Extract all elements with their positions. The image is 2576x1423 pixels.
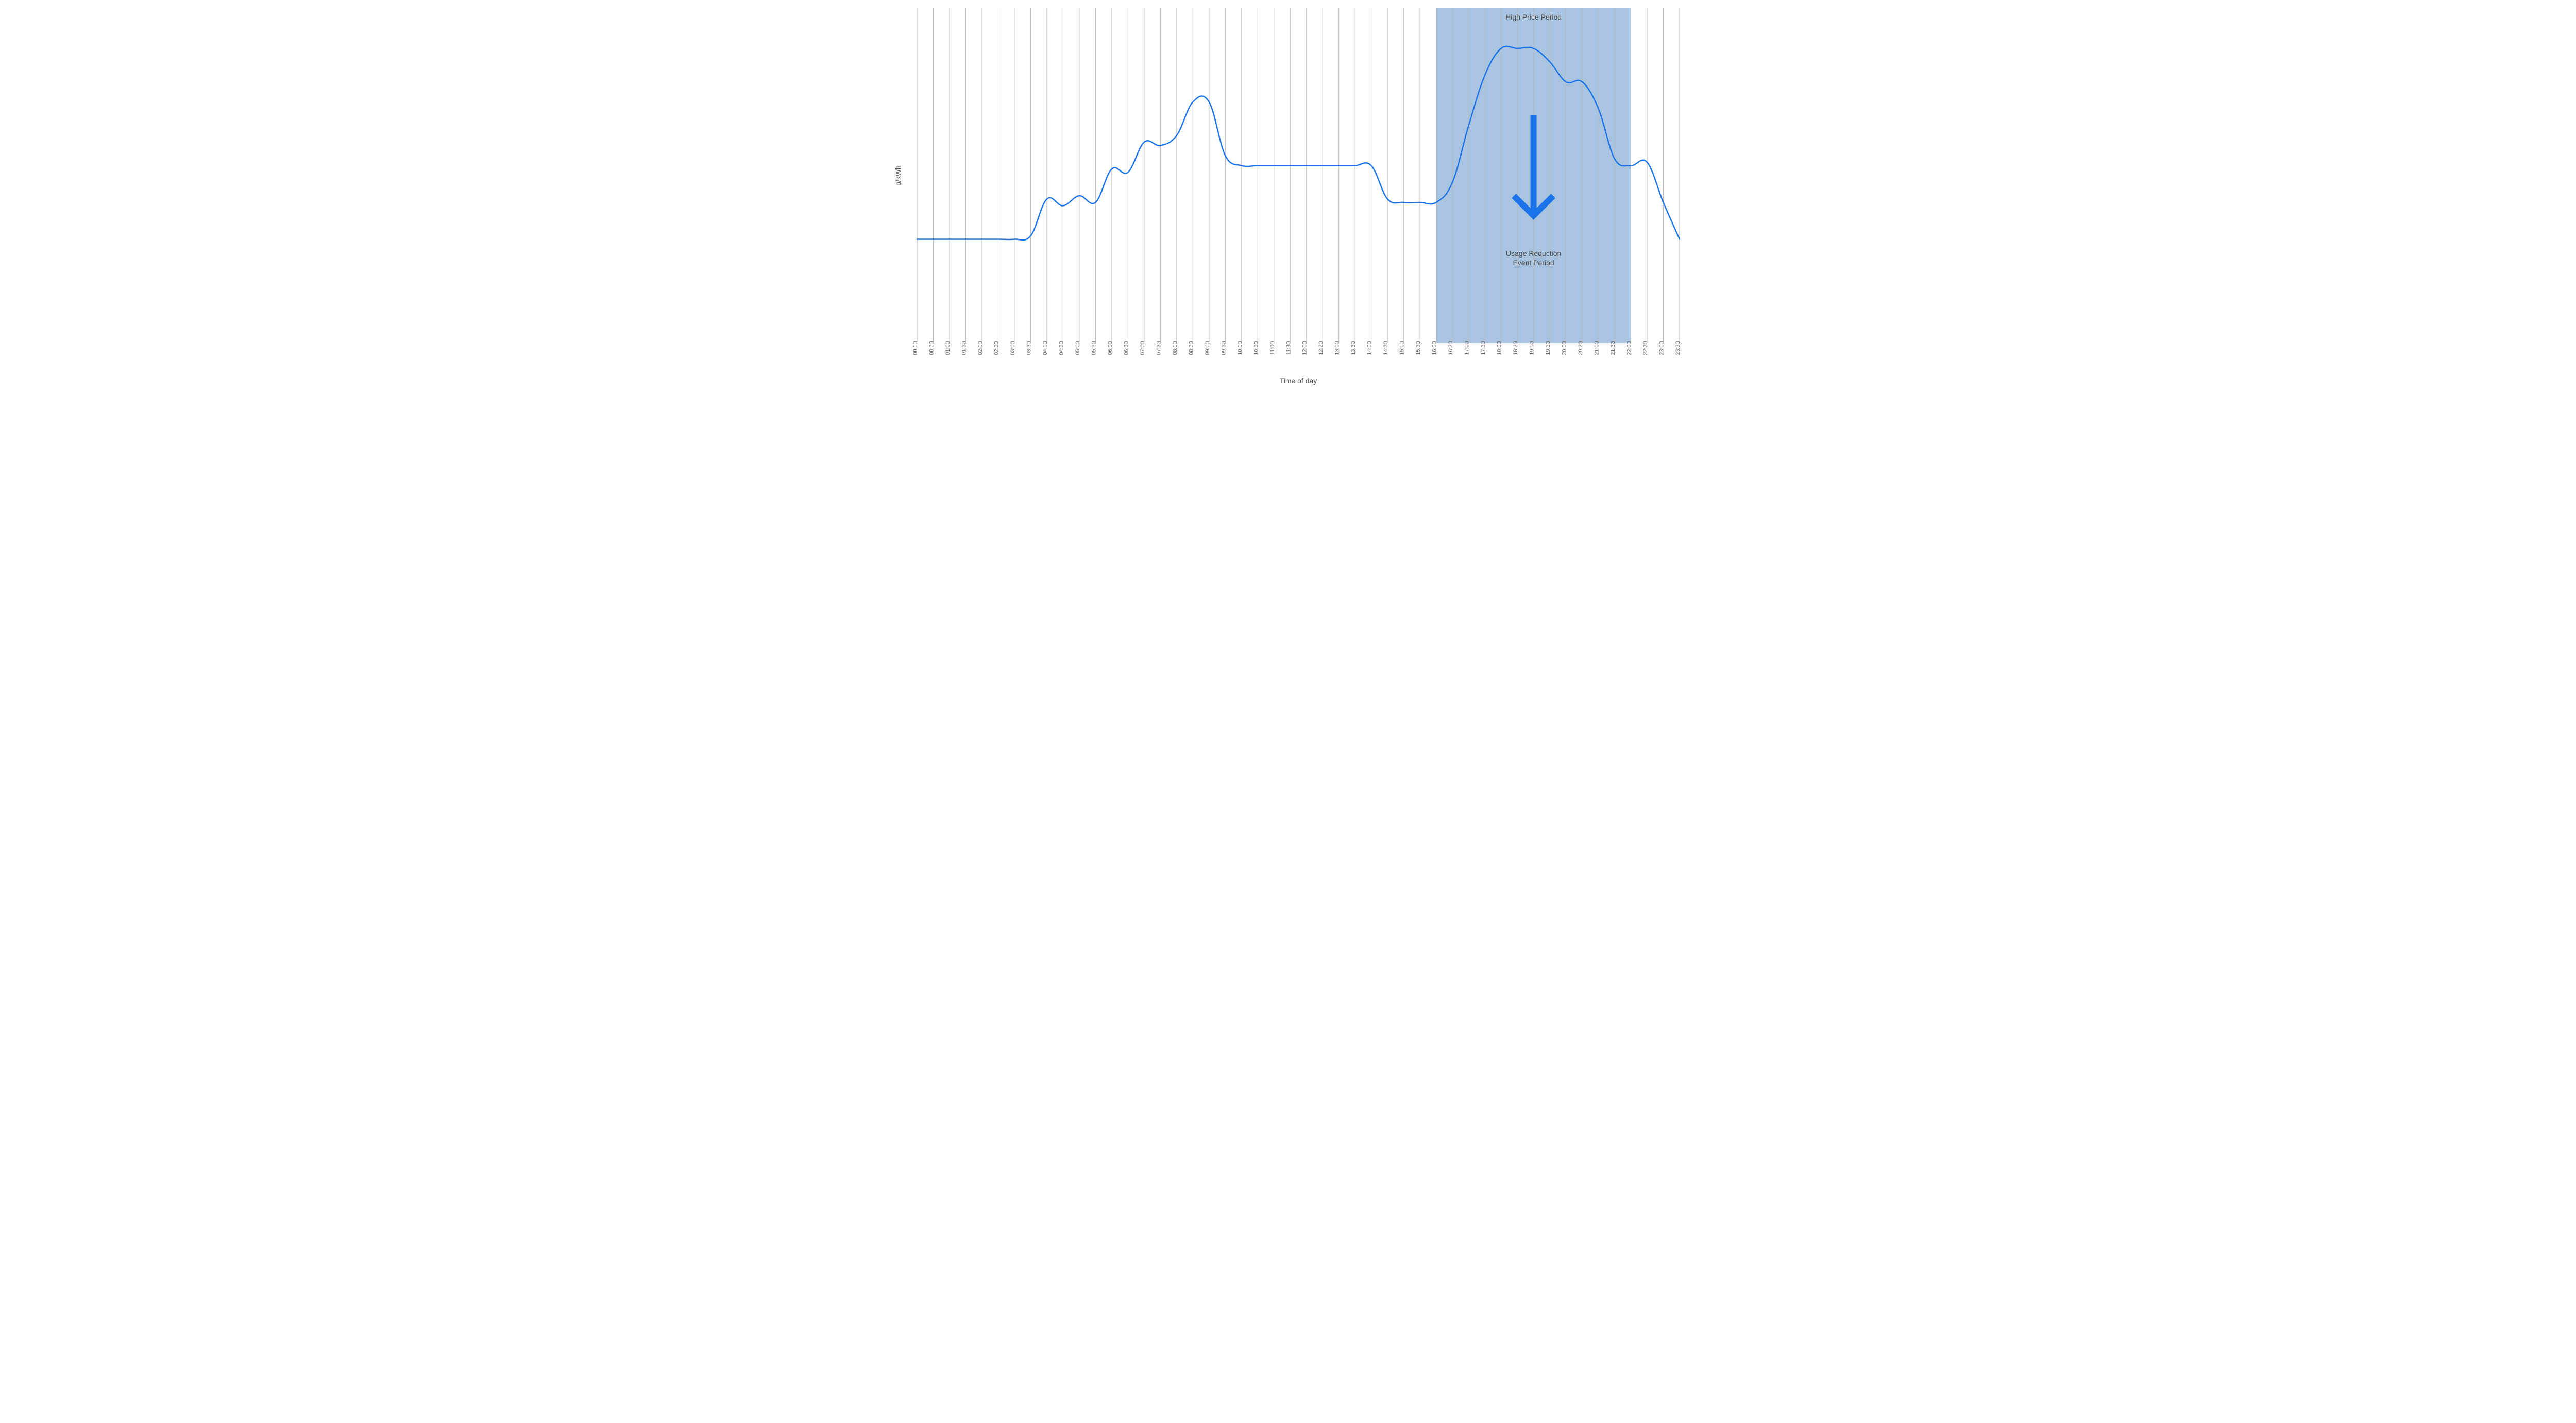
highlight-label-bottom-1: Usage Reduction xyxy=(1506,249,1561,258)
x-tick-label: 18:30 xyxy=(1513,341,1519,355)
x-tick-label: 14:00 xyxy=(1367,341,1373,355)
x-tick-label: 05:00 xyxy=(1075,341,1081,355)
chart-container: High Price Period Usage ReductionEvent Pe… xyxy=(891,0,1685,400)
x-tick-label: 12:30 xyxy=(1318,341,1324,355)
x-tick-label: 04:30 xyxy=(1058,341,1064,355)
x-tick-label: 03:00 xyxy=(1010,341,1016,355)
x-tick-label: 02:30 xyxy=(993,341,999,355)
x-tick-label: 23:00 xyxy=(1659,341,1665,355)
x-tick-label: 04:00 xyxy=(1042,341,1048,355)
x-tick-label: 23:30 xyxy=(1675,341,1681,355)
x-tick-label: 05:30 xyxy=(1091,341,1097,355)
x-tick-label: 09:30 xyxy=(1221,341,1227,355)
x-tick-label: 07:00 xyxy=(1140,341,1146,355)
highlight-label-bottom-2: Event Period xyxy=(1513,259,1554,267)
y-axis-title: p/kWh xyxy=(894,165,902,186)
x-tick-label: 12:00 xyxy=(1302,341,1308,355)
x-tick-label: 16:00 xyxy=(1432,341,1438,355)
x-tick-label: 17:00 xyxy=(1464,341,1470,355)
x-tick-label: 01:30 xyxy=(961,341,967,355)
x-tick-label: 17:30 xyxy=(1480,341,1486,355)
x-tick-label: 06:00 xyxy=(1107,341,1113,355)
x-tick-label: 19:30 xyxy=(1545,341,1551,355)
x-tick-label: 21:00 xyxy=(1594,341,1600,355)
x-tick-label: 10:00 xyxy=(1237,341,1243,355)
x-tick-label: 06:30 xyxy=(1123,341,1129,355)
x-tick-label: 08:00 xyxy=(1172,341,1178,355)
x-tick-label: 16:30 xyxy=(1448,341,1454,355)
x-tick-label: 09:00 xyxy=(1205,341,1211,355)
x-tick-label: 10:30 xyxy=(1253,341,1259,355)
x-tick-label: 22:30 xyxy=(1642,341,1649,355)
x-tick-label: 18:00 xyxy=(1497,341,1503,355)
x-tick-label: 13:30 xyxy=(1350,341,1357,355)
x-tick-label: 08:30 xyxy=(1188,341,1194,355)
x-tick-label: 07:30 xyxy=(1156,341,1162,355)
highlight-label-top: High Price Period xyxy=(1505,13,1562,21)
x-tick-label: 00:30 xyxy=(928,341,935,355)
x-tick-label: 02:00 xyxy=(977,341,984,355)
price-chart: High Price Period Usage ReductionEvent Pe… xyxy=(891,5,1685,389)
x-tick-label: 15:00 xyxy=(1399,341,1405,355)
x-tick-label: 20:00 xyxy=(1562,341,1568,355)
x-tick-label: 19:00 xyxy=(1529,341,1535,355)
x-tick-label: 15:30 xyxy=(1415,341,1421,355)
x-tick-label: 13:00 xyxy=(1334,341,1341,355)
x-tick-label: 14:30 xyxy=(1383,341,1389,355)
x-tick-label: 01:00 xyxy=(945,341,951,355)
x-tick-label: 21:30 xyxy=(1610,341,1616,355)
x-tick-label: 20:30 xyxy=(1578,341,1584,355)
x-tick-label: 03:30 xyxy=(1026,341,1032,355)
x-axis-title: Time of day xyxy=(1280,376,1317,385)
x-tick-label: 22:00 xyxy=(1626,341,1633,355)
x-tick-label: 11:00 xyxy=(1269,341,1276,355)
x-tick-label: 11:30 xyxy=(1285,341,1292,355)
x-tick-label: 00:00 xyxy=(912,341,919,355)
